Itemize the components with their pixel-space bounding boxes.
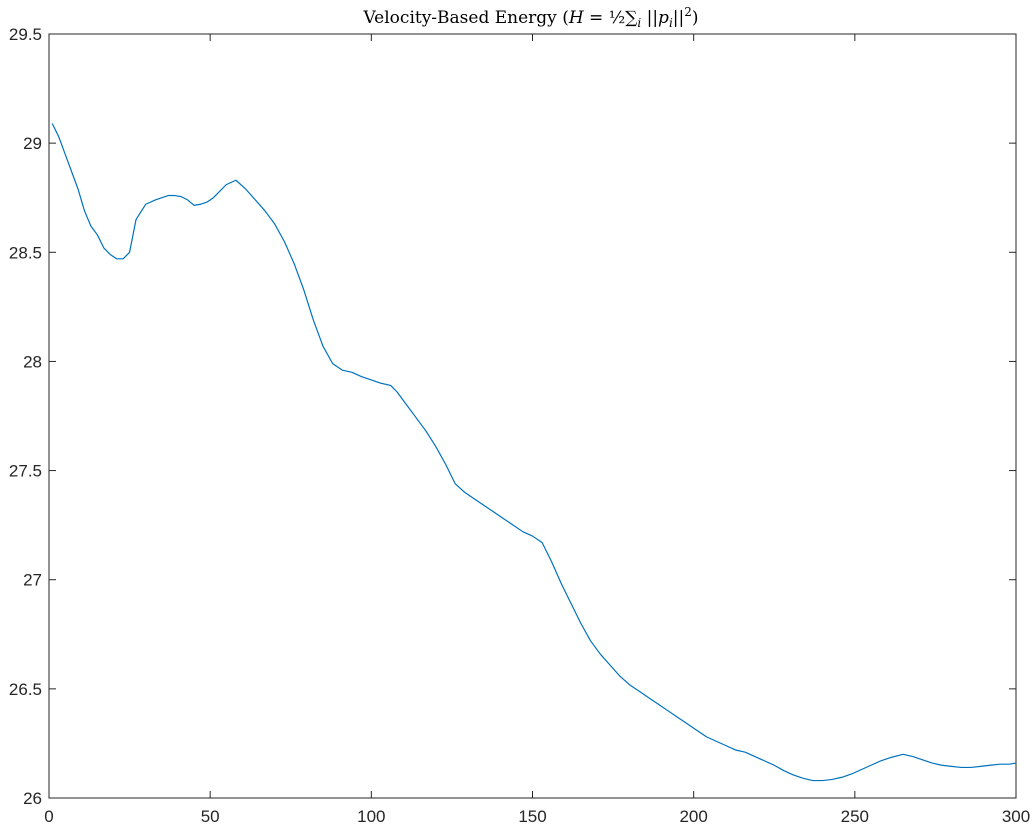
x-tick-label: 300 (1002, 807, 1030, 826)
x-tick-label: 250 (841, 807, 869, 826)
y-tick-label: 26.5 (9, 680, 42, 699)
y-tick-label: 27 (23, 571, 42, 590)
y-tick-label: 28 (23, 352, 42, 371)
x-tick-label: 100 (357, 807, 385, 826)
x-tick-label: 200 (679, 807, 707, 826)
y-tick-label: 29 (23, 134, 42, 153)
series-layer (51, 123, 1017, 782)
y-tick-label: 29.5 (9, 25, 42, 44)
y-tick-label: 27.5 (9, 462, 42, 481)
axes-frame (48, 33, 1017, 799)
y-tick-label: 26 (23, 789, 42, 808)
x-tick-label: 150 (518, 807, 546, 826)
x-tick-label: 50 (201, 807, 220, 826)
energy-series-line (51, 123, 1017, 782)
y-tick-label: 28.5 (9, 243, 42, 262)
plot-box (48, 33, 1017, 799)
ticks-layer: 0 50 100 150 200 250 300 26 26.5 27 27.5 28 28.5 29 29… (9, 25, 1030, 826)
x-tick-label: 0 (44, 807, 53, 826)
chart-title: Velocity-Based Energy (H = ½∑i ||pi||2) (362, 5, 698, 30)
